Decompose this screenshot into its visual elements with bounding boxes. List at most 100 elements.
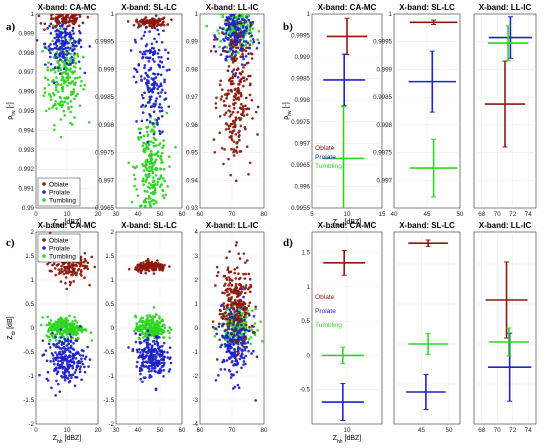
scatter-point-tumbling [66, 336, 69, 339]
scatter-point-tumbling [148, 328, 152, 331]
scatter-point-oblate [157, 22, 160, 26]
scatter-point-prolate [227, 349, 231, 353]
scatter-point-prolate [242, 360, 246, 363]
scatter-point-prolate [51, 331, 54, 335]
scatter-point-prolate [221, 324, 224, 328]
scatter-point-prolate [54, 351, 57, 354]
x-tick-label: 50 [157, 427, 164, 434]
scatter-point-prolate [156, 28, 159, 32]
scatter-point-prolate [75, 364, 79, 368]
subplot-title: X-band: CA-MC [38, 221, 97, 230]
scatter-point-tumbling [59, 96, 62, 100]
scatter-point-prolate [71, 357, 75, 360]
scatter-point-prolate [71, 364, 74, 368]
scatter-point-oblate [235, 306, 239, 309]
scatter-point-prolate [154, 353, 157, 357]
scatter-point-tumbling [64, 72, 68, 75]
x-tick-label: 70 [494, 427, 501, 434]
scatter-point-oblate [237, 252, 241, 256]
scatter-point-prolate [146, 78, 149, 82]
scatter-point-tumbling [161, 146, 164, 150]
y-tick-label: 0.998 [19, 50, 35, 57]
scatter-point-prolate [59, 328, 63, 331]
scatter-point-tumbling [152, 136, 155, 140]
scatter-point-tumbling [63, 79, 67, 82]
scatter-point-prolate [169, 361, 173, 365]
y-tick-label: 0.994 [19, 127, 35, 134]
x-tick-label: 10 [344, 211, 351, 218]
scatter-point-tumbling [142, 149, 145, 153]
scatter-point-prolate [240, 63, 244, 66]
scatter-point-tumbling [43, 91, 47, 95]
scatter-point-prolate [51, 48, 55, 51]
scatter-point-prolate [131, 349, 135, 353]
y-tick-label: -1 [108, 373, 114, 380]
scatter-point-prolate [149, 121, 152, 124]
scatter-point-prolate [147, 60, 151, 63]
scatter-point-prolate [236, 348, 240, 351]
scatter-point-prolate [63, 29, 67, 33]
y-tick-label: 0 [31, 325, 35, 332]
scatter-point-prolate [154, 388, 158, 392]
scatter-point-tumbling [78, 75, 82, 79]
scatter-point-prolate [141, 55, 145, 59]
scatter-point-prolate [146, 366, 150, 369]
scatter-point-tumbling [61, 89, 64, 93]
scatter-point-prolate [153, 60, 156, 63]
scatter-point-tumbling [148, 152, 152, 156]
scatter-point-prolate [41, 339, 45, 342]
scatter-point-oblate [229, 77, 232, 80]
scatter-point-oblate [228, 313, 231, 317]
scatter-point-oblate [234, 101, 237, 105]
scatter-point-prolate [58, 58, 62, 61]
scatter-point-oblate [249, 283, 253, 287]
series-label-oblate: Oblate [315, 145, 335, 152]
scatter-point-prolate [146, 88, 150, 92]
scatter-point-oblate [227, 92, 230, 95]
scatter-point-tumbling [163, 326, 167, 330]
scatter-point-tumbling [148, 209, 151, 212]
scatter-point-prolate [162, 358, 165, 362]
scatter-point-prolate [49, 62, 53, 66]
panel-label-c: c) [6, 237, 15, 249]
scatter-point-tumbling [137, 127, 141, 131]
scatter-point-prolate [68, 46, 72, 50]
scatter-point-prolate [60, 36, 63, 39]
scatter-point-prolate [154, 335, 158, 338]
scatter-point-tumbling [57, 60, 60, 63]
scatter-point-prolate [233, 363, 237, 366]
scatter-point-oblate [239, 78, 242, 82]
scatter-point-oblate [235, 241, 238, 244]
scatter-point-oblate [234, 33, 238, 37]
x-tick-label: 20 [95, 211, 102, 218]
scatter-point-oblate [59, 280, 63, 283]
scatter-point-oblate [232, 107, 236, 110]
y-tick-label: -0.5 [299, 387, 310, 394]
scatter-point-prolate [234, 355, 237, 358]
scatter-point-prolate [65, 49, 68, 53]
scatter-point-oblate [224, 128, 228, 131]
scatter-point-oblate [225, 256, 228, 260]
x-axis-label: Zhh [dBZ] [53, 435, 82, 445]
scatter-point-tumbling [52, 128, 56, 132]
scatter-point-oblate [247, 272, 251, 276]
scatter-point-prolate [218, 26, 222, 29]
subplot-title: X-band: SL-LC [399, 3, 455, 12]
scatter-point-prolate [155, 355, 158, 359]
scatter-point-oblate [223, 284, 226, 287]
scatter-point-prolate [69, 364, 72, 368]
x-tick-label: 10 [344, 427, 351, 434]
x-tick-label: 60 [179, 427, 186, 434]
scatter-point-tumbling [148, 203, 152, 207]
y-tick-label: 0.93 [186, 205, 199, 212]
scatter-point-prolate [71, 367, 75, 370]
scatter-point-oblate [226, 325, 230, 328]
scatter-point-prolate [74, 357, 78, 360]
scatter-point-tumbling [153, 325, 157, 329]
y-tick-label: 0.996 [19, 89, 35, 96]
scatter-point-prolate [158, 345, 162, 349]
scatter-point-tumbling [241, 312, 244, 315]
scatter-point-prolate [234, 39, 238, 43]
scatter-point-prolate [161, 364, 165, 368]
scatter-point-oblate [222, 305, 226, 308]
